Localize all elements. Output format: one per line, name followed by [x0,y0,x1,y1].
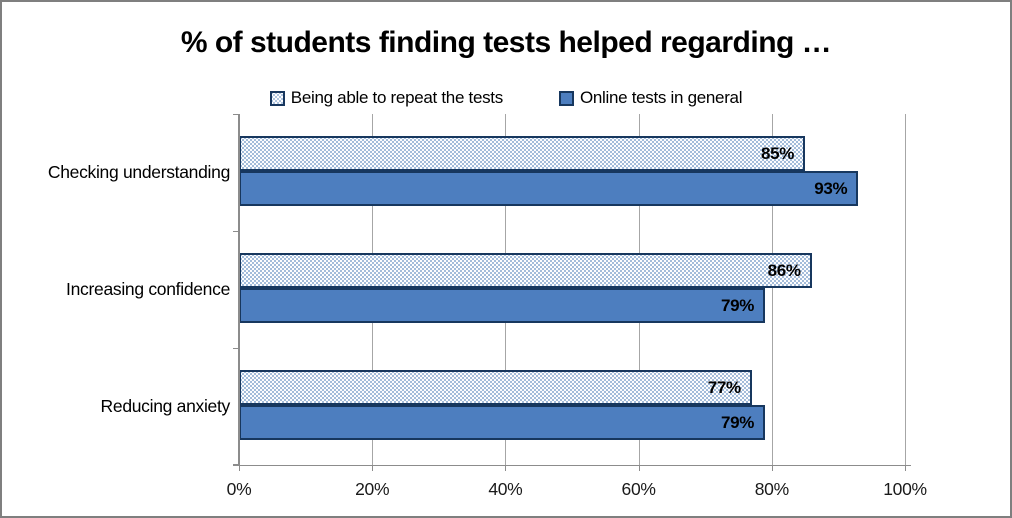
x-axis-tick-0% [239,465,240,471]
x-axis-tick-100% [905,465,906,471]
bar-data-label: 77% [707,377,741,397]
legend-label-online-tests: Online tests in general [579,88,743,107]
category-axis-tick-3 [233,464,239,465]
bar-repeat-tests-1: 85% [239,136,806,171]
bar-online-tests-1: 93% [239,171,859,206]
category-label-2: Increasing confidence [66,278,230,299]
category-axis-line [238,114,240,465]
bar-data-label: 93% [814,178,848,198]
x-axis-label-0%: 0% [226,479,252,499]
legend-swatch-pattern-icon [269,90,285,106]
chart-title: % of students finding tests helped regar… [180,26,832,59]
legend: Being able to repeat the tests Online te… [2,88,1010,108]
gridline-80% [771,114,773,465]
bar-online-tests-2: 79% [239,288,766,323]
category-axis-tick-0 [233,114,239,115]
legend-entry-online-tests: Online tests in general [558,88,743,108]
bar-data-label: 86% [767,260,801,280]
category-label-3: Reducing anxiety [100,395,231,416]
legend-label-repeat-tests: Being able to repeat the tests [290,88,503,107]
x-axis-tick-40% [505,465,507,471]
x-axis-label-100%: 100% [883,479,927,499]
x-axis-tick-80% [771,465,773,471]
category-label-1: Checking understanding [47,161,230,182]
value-axis-line [233,465,911,466]
x-axis-label-20%: 20% [355,479,390,499]
x-axis-label-60%: 60% [621,479,656,499]
plot-area: 85% 93% 86% 79% 77% 79% [233,114,911,471]
bar-online-tests-3: 79% [239,405,766,440]
legend-entry-repeat-tests: Being able to repeat the tests [269,88,503,108]
gridline-100% [905,114,906,465]
legend-swatch-solid-icon [558,90,574,106]
x-axis-tick-20% [372,465,374,471]
bar-repeat-tests-2: 86% [239,253,812,288]
x-axis-label-80%: 80% [754,479,789,499]
x-axis-label-40%: 40% [488,479,523,499]
bar-data-label: 79% [721,412,755,432]
bar-data-label: 79% [721,295,755,315]
bar-repeat-tests-3: 77% [239,370,752,405]
category-axis-tick-2 [233,348,239,349]
x-axis-tick-60% [638,465,640,471]
bar-data-label: 85% [760,143,795,163]
category-axis-tick-1 [233,231,239,232]
